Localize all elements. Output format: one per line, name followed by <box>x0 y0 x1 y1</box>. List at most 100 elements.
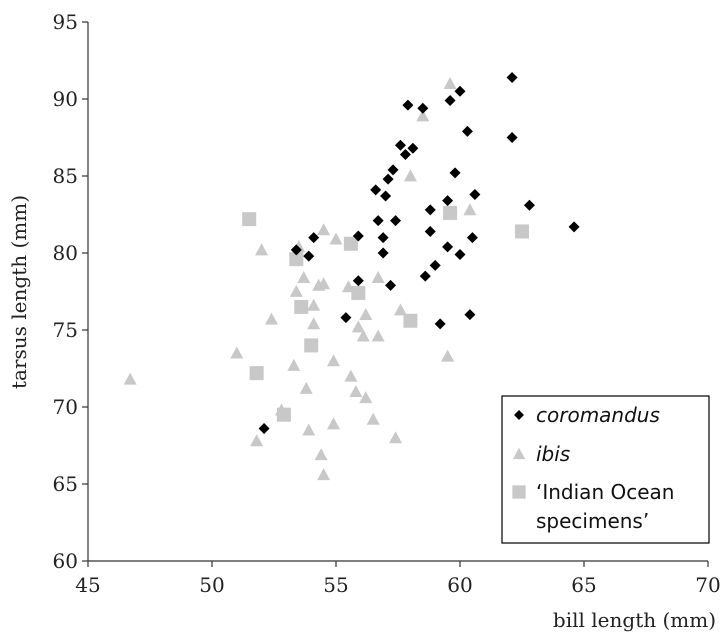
coromandus-point <box>523 199 535 211</box>
coromandus-point <box>449 167 461 179</box>
coromandus-point <box>429 259 441 271</box>
coromandus-point <box>454 85 466 97</box>
legend-markers <box>512 410 526 499</box>
x-tick-label: 50 <box>199 573 224 597</box>
ibis-point <box>255 243 269 256</box>
indian-ocean-point <box>351 286 366 301</box>
y-axis-title: tarsus length (mm) <box>7 195 31 389</box>
ibis-point <box>371 329 385 342</box>
ibis-point <box>416 109 430 122</box>
ibis-point <box>327 417 341 430</box>
ibis-point <box>317 468 331 481</box>
coromandus-point <box>506 132 518 143</box>
coromandus-point <box>385 279 397 291</box>
ibis-point <box>351 320 365 333</box>
coromandus-point <box>399 148 411 160</box>
coromandus-point <box>352 275 364 287</box>
y-tick-label: 95 <box>53 10 78 34</box>
coromandus-point <box>303 250 315 262</box>
ibis-point <box>317 277 331 290</box>
coromandus-point <box>461 125 473 137</box>
ibis-point <box>393 303 407 316</box>
coromandus-point <box>372 215 384 227</box>
y-tick-label: 85 <box>53 164 78 188</box>
indian-ocean-point <box>343 236 358 251</box>
y-tick-label: 60 <box>53 549 78 573</box>
x-tick-label: 60 <box>447 573 472 597</box>
coromandus-point <box>394 139 406 151</box>
data-points <box>123 71 580 481</box>
ibis-point <box>327 354 341 367</box>
coromandus-point <box>377 232 389 244</box>
x-tick-label: 45 <box>75 573 100 597</box>
x-tick-label: 70 <box>695 573 720 597</box>
ibis-point <box>344 369 358 382</box>
ibis-point <box>265 312 279 325</box>
ibis-point <box>443 77 457 89</box>
coromandus-point <box>444 95 456 107</box>
ibis-point <box>359 391 373 404</box>
ibis-point <box>359 308 373 320</box>
indian-ocean-point <box>304 338 319 353</box>
legend-label-indian-ocean-line-2: specimens’ <box>536 509 649 533</box>
coromandus-point <box>387 164 399 176</box>
y-tick-label: 70 <box>53 395 78 419</box>
ibis-point <box>250 434 264 447</box>
coromandus-point <box>390 215 402 227</box>
coromandus-point <box>377 247 389 259</box>
ibis-point <box>317 223 331 236</box>
ibis-point <box>403 169 417 182</box>
coromandus-point <box>454 249 466 261</box>
coromandus-point <box>568 221 580 233</box>
coromandus-point <box>419 270 431 282</box>
ibis-point <box>230 346 244 359</box>
coromandus-point <box>424 225 436 237</box>
coromandus-point <box>380 190 392 202</box>
coromandus-point <box>402 99 414 111</box>
coromandus-point <box>466 232 478 244</box>
legend: coromandus ibis ‘Indian Ocean specimens’ <box>501 395 710 544</box>
ibis-point <box>314 448 328 461</box>
ibis-point <box>307 298 321 311</box>
legend-label-ibis: ibis <box>536 442 570 466</box>
x-tick-label: 65 <box>571 573 596 597</box>
ibis-point <box>349 385 363 397</box>
y-tick-label: 75 <box>53 318 78 342</box>
indian-ocean-point <box>443 205 458 220</box>
indian-ocean-point <box>276 407 291 422</box>
y-tick-label: 90 <box>53 87 78 111</box>
coromandus-point <box>382 173 394 185</box>
legend-marker-indian-ocean <box>512 485 526 499</box>
indian-ocean-point <box>515 224 529 239</box>
ibis-point <box>389 431 403 444</box>
coromandus-point <box>407 142 419 154</box>
ibis-point <box>356 329 370 342</box>
ibis-point <box>289 284 303 297</box>
coromandus-point <box>506 71 518 83</box>
ibis-point <box>329 232 343 245</box>
legend-box <box>501 395 710 544</box>
legend-marker-ibis <box>512 447 526 460</box>
ibis-point <box>366 412 380 425</box>
indian-ocean-point <box>249 366 264 381</box>
y-tick-label: 80 <box>53 241 78 265</box>
coromandus-point <box>370 184 382 196</box>
coromandus-point <box>469 188 481 200</box>
x-axis-title: bill length (mm) <box>553 608 716 632</box>
indian-ocean-point <box>403 313 418 328</box>
x-tick-label: 55 <box>323 573 348 597</box>
coromandus-point <box>434 318 446 330</box>
ibis-point <box>302 423 316 436</box>
indian-ocean-point <box>289 252 304 267</box>
coromandus-point <box>424 204 436 216</box>
ibis-point <box>299 381 313 394</box>
coromandus-point <box>417 102 429 114</box>
axes <box>87 22 708 562</box>
coromandus-point <box>290 244 302 256</box>
legend-label-indian-ocean-line-1: ‘Indian Ocean <box>536 480 674 504</box>
ibis-point <box>297 271 311 284</box>
indian-ocean-point <box>242 212 257 227</box>
legend-marker-coromandus <box>514 410 524 420</box>
